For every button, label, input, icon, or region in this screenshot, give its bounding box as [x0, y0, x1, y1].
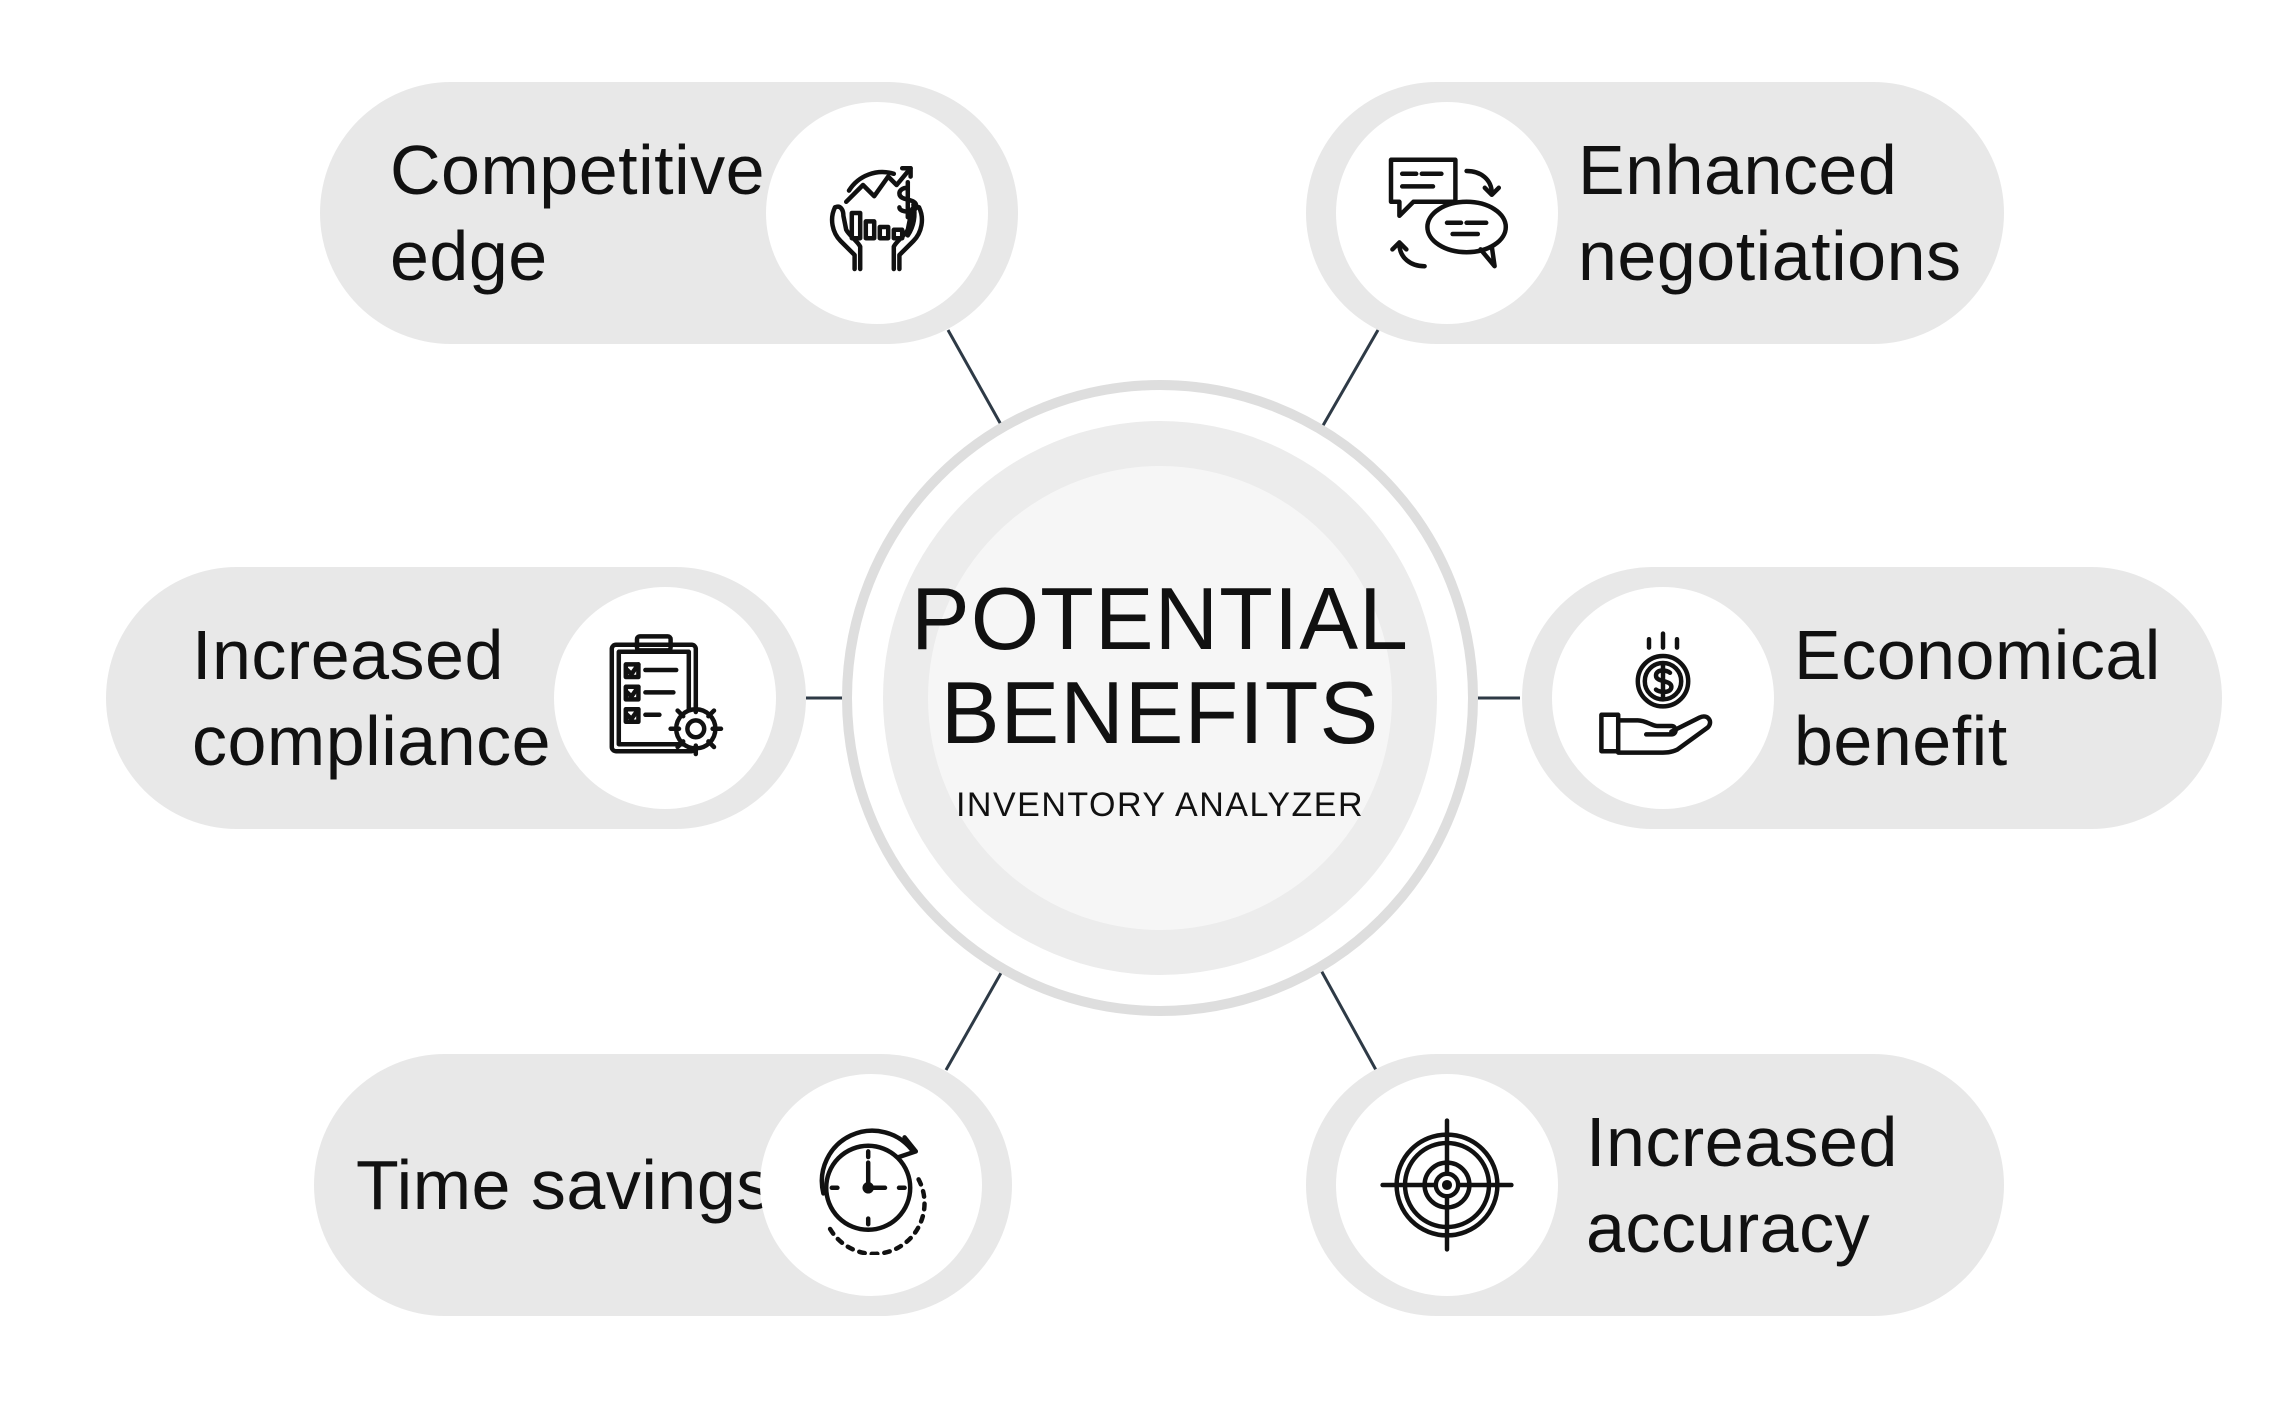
benefit-label-line1: Time savings [356, 1146, 772, 1224]
benefit-label-line1: Increased [192, 616, 504, 694]
benefit-label: Enhanced negotiations [1578, 82, 1962, 344]
benefit-label-line2: edge [390, 217, 548, 295]
hub-title-line2: BENEFITS [940, 662, 1380, 762]
stopwatch-refresh-icon [819, 1128, 927, 1255]
hub-label: POTENTIAL BENEFITS INVENTORY ANALYZER [842, 380, 1478, 1016]
benefit-label-line1: Increased [1586, 1103, 1898, 1181]
benefit-icon-circle [1552, 587, 1774, 809]
benefit-economical-benefit: Economical benefit [1522, 567, 2222, 829]
chat-bubbles-exchange-icon [1388, 157, 1509, 269]
hub-inner-circle [928, 466, 1392, 930]
benefit-label: Time savings [356, 1054, 772, 1316]
benefit-label-line2: compliance [192, 702, 552, 780]
hub-title-line1: POTENTIAL [911, 568, 1409, 668]
benefit-enhanced-negotiations: Enhanced negotiations [1306, 82, 2004, 344]
benefit-label: Economical benefit [1794, 567, 2161, 829]
clipboard-checklist-gear-icon [609, 634, 724, 757]
benefit-label-line2: negotiations [1578, 217, 1962, 295]
benefit-label: Increased accuracy [1586, 1054, 1898, 1316]
hands-growth-chart-icon [829, 165, 925, 272]
benefit-icon-circle [760, 1074, 982, 1296]
benefit-label-line1: Competitive [390, 131, 766, 209]
hand-dollar-coin-icon [1599, 631, 1713, 755]
benefit-icon-circle [1336, 1074, 1558, 1296]
benefit-increased-compliance: Increased compliance [106, 567, 806, 829]
benefit-time-savings: Time savings [314, 1054, 1012, 1316]
benefit-label-line1: Enhanced [1578, 131, 1898, 209]
benefit-icon-circle [766, 102, 988, 324]
benefit-label-line1: Economical [1794, 616, 2161, 694]
hub-title: POTENTIAL BENEFITS [911, 568, 1409, 762]
benefit-label-line2: benefit [1794, 702, 2008, 780]
target-crosshair-icon [1380, 1118, 1514, 1252]
benefit-icon-circle [1336, 102, 1558, 324]
hub-subtitle: INVENTORY ANALYZER [955, 785, 1365, 824]
benefit-increased-accuracy: Increased accuracy [1306, 1054, 2004, 1316]
benefit-label-line2: accuracy [1586, 1189, 1871, 1267]
benefit-label: Increased compliance [192, 567, 551, 829]
benefit-label: Competitive edge [390, 82, 765, 344]
benefit-competitive-edge: Competitive edge [320, 82, 1018, 344]
benefit-icon-circle [554, 587, 776, 809]
